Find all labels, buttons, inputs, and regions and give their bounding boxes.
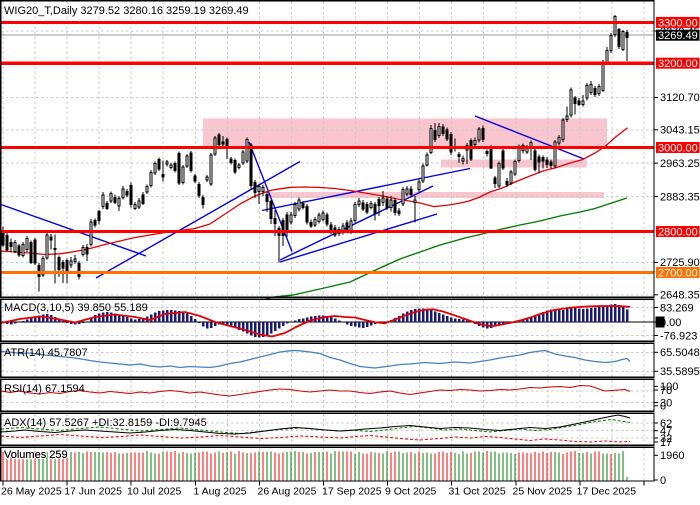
svg-text:0.00: 0.00 xyxy=(660,317,681,329)
svg-text:9 Oct 2025: 9 Oct 2025 xyxy=(385,486,437,498)
svg-text:3120.70: 3120.70 xyxy=(660,92,700,104)
svg-text:31 Oct 2025: 31 Oct 2025 xyxy=(449,486,506,498)
svg-text:25 Nov 2025: 25 Nov 2025 xyxy=(513,486,573,498)
svg-text:32: 32 xyxy=(660,433,672,445)
svg-text:26 May 2025: 26 May 2025 xyxy=(1,486,62,498)
svg-text:3300.00: 3300.00 xyxy=(658,17,698,29)
svg-text:2963.25: 2963.25 xyxy=(660,158,700,170)
svg-text:62: 62 xyxy=(660,418,672,430)
svg-text:3000.00: 3000.00 xyxy=(658,143,698,155)
svg-text:65.5048: 65.5048 xyxy=(660,347,700,359)
svg-text:-76.923: -76.923 xyxy=(660,330,697,342)
svg-text:2725.90: 2725.90 xyxy=(660,257,700,269)
svg-text:Volumes 259: Volumes 259 xyxy=(4,449,68,461)
svg-text:35.5895: 35.5895 xyxy=(660,366,700,378)
svg-text:100: 100 xyxy=(660,381,678,393)
svg-text:3200.00: 3200.00 xyxy=(658,58,698,70)
svg-text:2700.00: 2700.00 xyxy=(658,268,698,280)
svg-text:ATR(14) 45.7807: ATR(14) 45.7807 xyxy=(4,347,88,359)
svg-text:2648.35: 2648.35 xyxy=(660,290,700,302)
svg-text:83.269: 83.269 xyxy=(660,302,694,314)
svg-text:Volumes 259: Volumes 259 xyxy=(4,449,68,461)
svg-text:RSI(14) 67.1594: RSI(14) 67.1594 xyxy=(4,383,85,395)
svg-text:17 Jun 2025: 17 Jun 2025 xyxy=(64,486,122,498)
svg-text:17: 17 xyxy=(660,437,672,449)
svg-text:ADX(14) 57.5267 +DI:32.8159 -D: ADX(14) 57.5267 +DI:32.8159 -DI:9.7945 xyxy=(4,417,207,429)
svg-text:2800.00: 2800.00 xyxy=(658,227,698,239)
svg-text:10 Jul 2025: 10 Jul 2025 xyxy=(127,486,181,498)
svg-text:3269.49: 3269.49 xyxy=(658,30,698,42)
svg-text:30: 30 xyxy=(660,397,672,409)
svg-text:1960: 1960 xyxy=(660,450,684,462)
svg-text:0: 0 xyxy=(660,401,666,413)
svg-text:2883.35: 2883.35 xyxy=(660,191,700,203)
svg-text:47: 47 xyxy=(660,426,672,438)
svg-text:MACD(3,10,5) 39.850 55.189: MACD(3,10,5) 39.850 55.189 xyxy=(4,302,148,314)
svg-text:70: 70 xyxy=(660,385,672,397)
svg-text:1 Aug 2025: 1 Aug 2025 xyxy=(194,486,247,498)
svg-text:3043.15: 3043.15 xyxy=(660,125,700,137)
svg-text:17 Sep 2025: 17 Sep 2025 xyxy=(322,486,382,498)
svg-text:26 Aug 2025: 26 Aug 2025 xyxy=(258,486,317,498)
svg-text:17 Dec 2025: 17 Dec 2025 xyxy=(577,486,637,498)
svg-text:0: 0 xyxy=(660,475,666,487)
svg-text:WIG20_T,Daily 3279.52 3280.16: WIG20_T,Daily 3279.52 3280.16 3259.19 32… xyxy=(4,5,249,17)
